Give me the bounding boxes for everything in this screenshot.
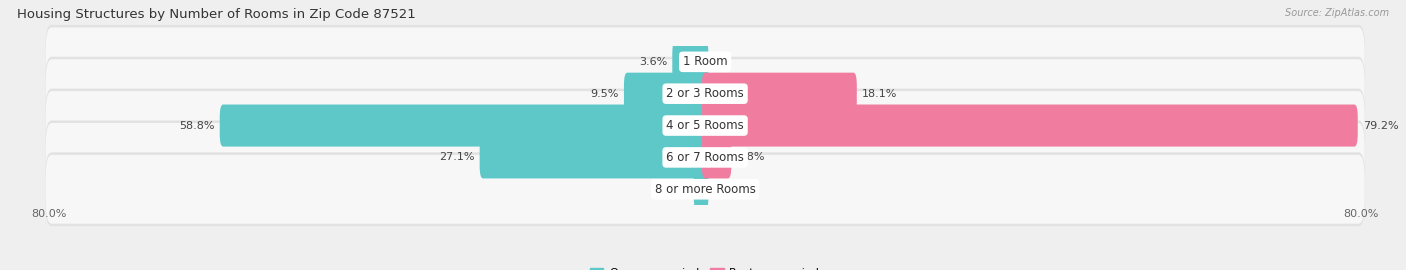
FancyBboxPatch shape	[45, 25, 1365, 99]
FancyBboxPatch shape	[45, 57, 1365, 131]
FancyBboxPatch shape	[45, 155, 1365, 224]
Text: 2.8%: 2.8%	[737, 152, 765, 163]
Text: 27.1%: 27.1%	[439, 152, 475, 163]
FancyBboxPatch shape	[702, 136, 731, 178]
Text: 0.98%: 0.98%	[654, 184, 689, 194]
FancyBboxPatch shape	[45, 59, 1365, 128]
Text: 1 Room: 1 Room	[683, 55, 727, 68]
Text: 9.5%: 9.5%	[591, 89, 619, 99]
FancyBboxPatch shape	[45, 123, 1365, 192]
Text: 79.2%: 79.2%	[1362, 120, 1399, 131]
Text: 8 or more Rooms: 8 or more Rooms	[655, 183, 755, 196]
FancyBboxPatch shape	[702, 73, 856, 115]
Text: 2 or 3 Rooms: 2 or 3 Rooms	[666, 87, 744, 100]
FancyBboxPatch shape	[45, 89, 1365, 163]
FancyBboxPatch shape	[45, 152, 1365, 226]
FancyBboxPatch shape	[693, 168, 709, 210]
FancyBboxPatch shape	[624, 73, 709, 115]
FancyBboxPatch shape	[702, 104, 1358, 147]
Text: 58.8%: 58.8%	[180, 120, 215, 131]
FancyBboxPatch shape	[672, 41, 709, 83]
FancyBboxPatch shape	[219, 104, 709, 147]
Text: 3.6%: 3.6%	[640, 57, 668, 67]
Text: Source: ZipAtlas.com: Source: ZipAtlas.com	[1285, 8, 1389, 18]
FancyBboxPatch shape	[45, 120, 1365, 194]
Legend: Owner-occupied, Renter-occupied: Owner-occupied, Renter-occupied	[586, 264, 824, 270]
FancyBboxPatch shape	[45, 91, 1365, 160]
FancyBboxPatch shape	[45, 28, 1365, 96]
Text: 18.1%: 18.1%	[862, 89, 897, 99]
Text: 6 or 7 Rooms: 6 or 7 Rooms	[666, 151, 744, 164]
Text: Housing Structures by Number of Rooms in Zip Code 87521: Housing Structures by Number of Rooms in…	[17, 8, 416, 21]
FancyBboxPatch shape	[479, 136, 709, 178]
Text: 4 or 5 Rooms: 4 or 5 Rooms	[666, 119, 744, 132]
